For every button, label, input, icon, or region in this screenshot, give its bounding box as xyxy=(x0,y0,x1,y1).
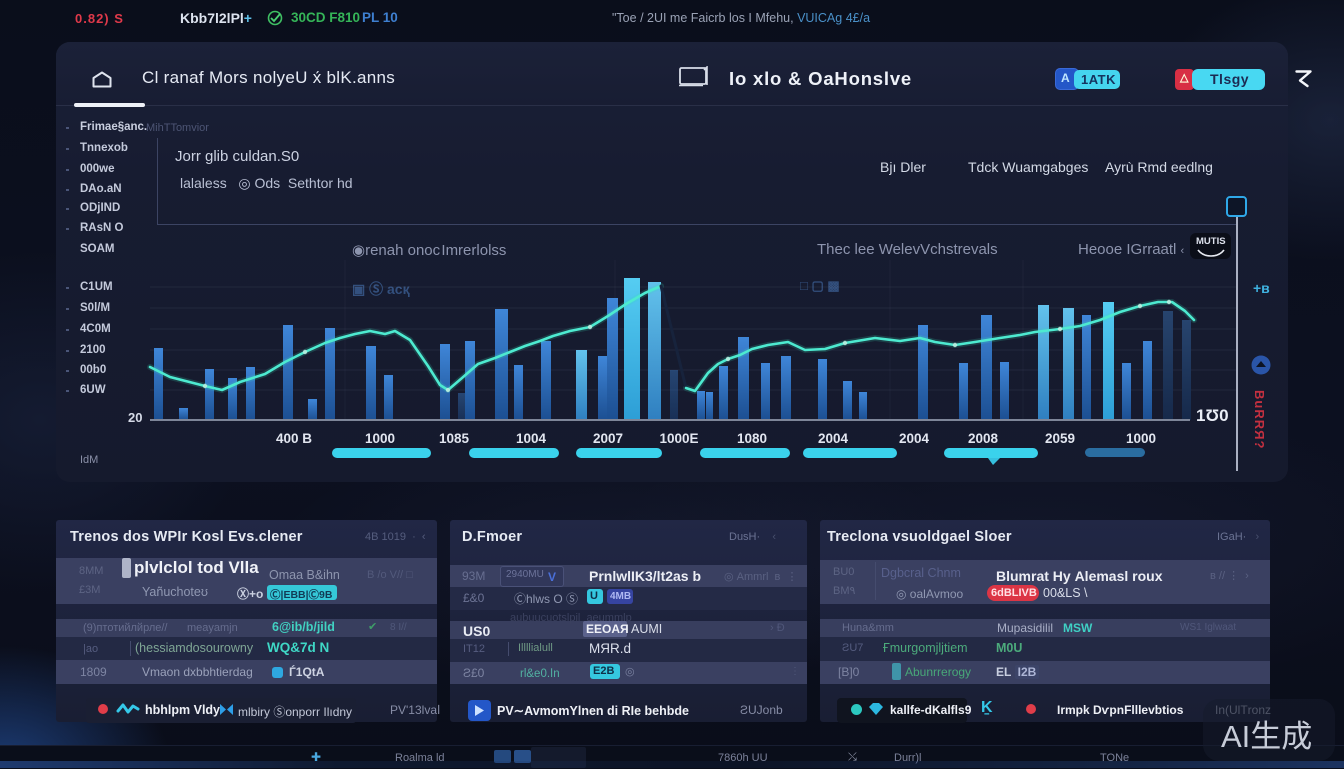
svg-text:1085: 1085 xyxy=(439,431,470,446)
svg-text:1004: 1004 xyxy=(516,431,547,446)
svg-text:1000: 1000 xyxy=(365,431,395,446)
svg-text:400 B: 400 B xyxy=(276,431,312,446)
svg-text:2007: 2007 xyxy=(593,431,623,446)
svg-text:2004: 2004 xyxy=(899,431,930,446)
svg-text:2008: 2008 xyxy=(968,431,999,446)
svg-text:2004: 2004 xyxy=(818,431,849,446)
svg-text:1000: 1000 xyxy=(1126,431,1156,446)
svg-text:2059: 2059 xyxy=(1045,431,1075,446)
svg-text:1080: 1080 xyxy=(737,431,767,446)
svg-text:1000E: 1000E xyxy=(659,431,698,446)
